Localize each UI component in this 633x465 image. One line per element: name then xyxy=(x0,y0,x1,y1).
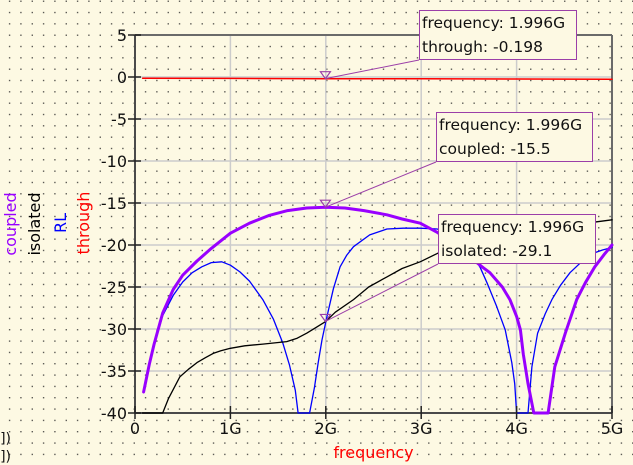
clipped-label-2: ]) xyxy=(0,449,11,465)
marker-connector-line xyxy=(325,161,437,208)
marker-frequency-text: frequency: 1.996G xyxy=(422,14,566,32)
marker-triangles xyxy=(319,71,332,323)
y-tick-label: -10 xyxy=(101,152,127,171)
marker-value-text: isolated: -29.1 xyxy=(441,242,553,260)
x-tick-label: 5G xyxy=(601,419,624,438)
legend-through: through xyxy=(74,192,93,255)
y-tick-label: -40 xyxy=(101,404,127,423)
y-tick-label: 5 xyxy=(117,26,127,45)
x-tick-label: 4G xyxy=(505,419,528,438)
marker-value-text: coupled: -15.5 xyxy=(439,140,551,158)
y-tick-label: -20 xyxy=(101,236,127,255)
marker-value-text: through: -0.198 xyxy=(422,38,544,56)
plot-series xyxy=(141,77,614,415)
marker-frequency-text: frequency: 1.996G xyxy=(441,218,585,236)
marker-triangle-icon[interactable] xyxy=(319,313,332,323)
x-tick-label: 3G xyxy=(410,419,433,438)
x-axis-title: frequency xyxy=(333,443,413,462)
y-tick-label: -15 xyxy=(101,194,127,213)
y-tick-label: -30 xyxy=(101,320,127,339)
marker-label-through[interactable]: frequency: 1.996G through: -0.198 xyxy=(419,10,577,60)
legend-rl: RL xyxy=(51,213,70,233)
marker-label-isolated[interactable]: frequency: 1.996G isolated: -29.1 xyxy=(438,214,596,264)
x-tick-label: 0 xyxy=(130,419,140,438)
marker-triangle-icon[interactable] xyxy=(319,71,332,80)
legend-isolated: isolated xyxy=(25,192,44,255)
series-coupled-curve xyxy=(142,205,614,415)
y-tick-label: 0 xyxy=(117,68,127,87)
series-through-curve xyxy=(141,77,613,80)
marker-connector-line xyxy=(325,59,420,80)
y-tick-label: -5 xyxy=(111,110,127,129)
clipped-label-1: ]) xyxy=(0,431,11,447)
marker-frequency-text: frequency: 1.996G xyxy=(439,116,583,134)
marker-connectors xyxy=(325,59,439,322)
legend: coupled isolated RL through xyxy=(1,192,93,256)
marker-label-coupled[interactable]: frequency: 1.996G coupled: -15.5 xyxy=(436,112,593,162)
y-tick-label: -25 xyxy=(101,278,127,297)
legend-coupled: coupled xyxy=(1,192,20,255)
x-tick-label: 1G xyxy=(219,419,242,438)
series-rl-curve xyxy=(142,227,613,414)
marker-triangle-icon[interactable] xyxy=(319,199,332,209)
x-tick-label: 2G xyxy=(315,419,338,438)
y-tick-label: -35 xyxy=(101,362,127,381)
axis-tick-labels: 50-5-10-15-20-25-30-35-400 1G 2G 3G 4G 5G xyxy=(101,26,623,438)
marker-connector-line xyxy=(325,263,439,322)
